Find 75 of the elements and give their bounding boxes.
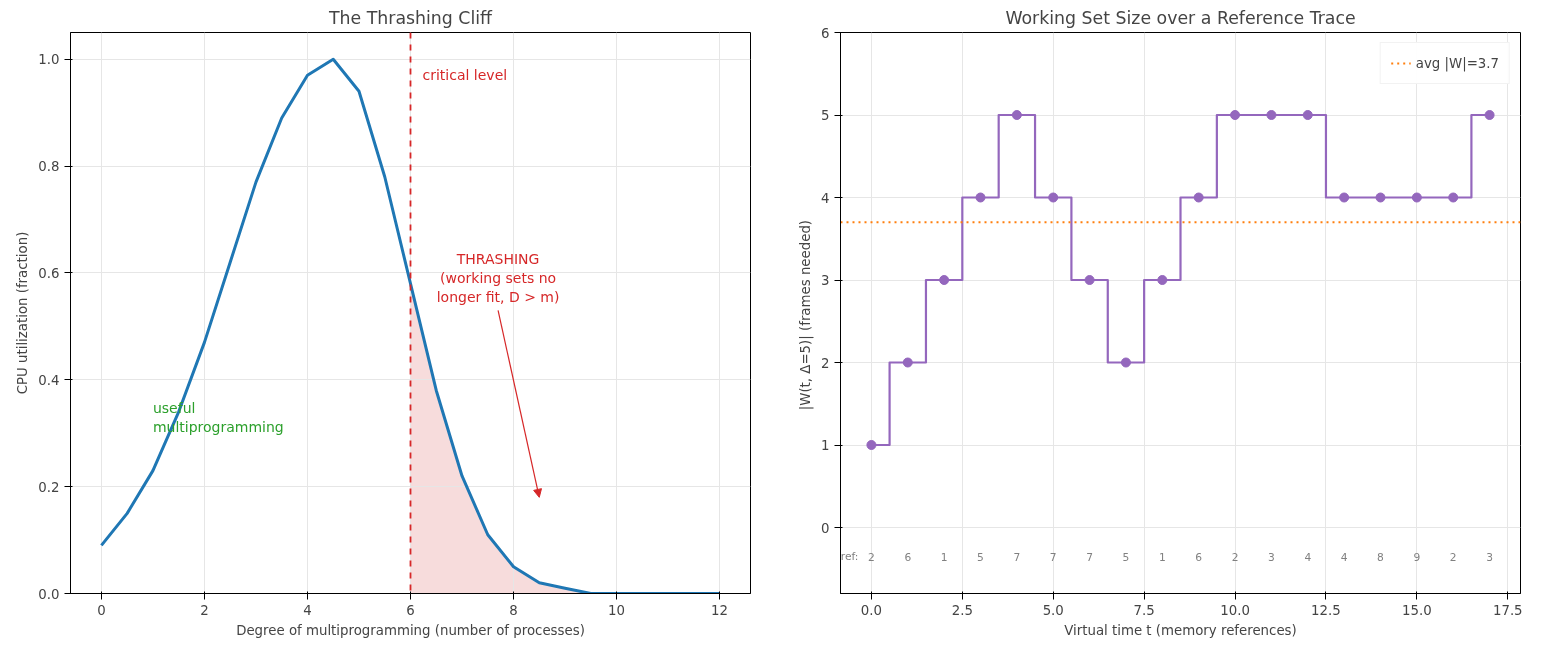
x-tick-label: 17.5 [1492,602,1523,618]
annotation: 4 [1340,550,1348,564]
x-tick-label: 0.0 [860,602,883,618]
point [1084,275,1095,285]
x-tick-label: 7.5 [1133,602,1155,618]
x-axis-title: Virtual time t (memory references) [1064,622,1297,638]
x-tick-label: 10.0 [1220,602,1250,618]
annotation: 2 [868,550,875,564]
annotation: 1 [940,550,948,564]
chart-title: The Thrashing Cliff [327,7,494,28]
legend-label: avg |W|=3.7 [1415,55,1499,71]
y-tick-label: 5 [821,108,830,123]
annotation: 4 [1304,550,1312,564]
annotation: 5 [1122,550,1130,564]
x-tick-label: 15.0 [1402,602,1432,618]
annotation: 2 [1231,550,1239,564]
x-tick-label: 8 [509,602,518,618]
annotation: 3 [1268,550,1275,564]
x-tick-label: 5.0 [1042,602,1064,618]
y-axis-title: CPU utilization (fraction) [15,231,31,395]
point [1375,192,1386,203]
ref-line-label: critical level [422,66,508,83]
x-tick-label: 10 [608,602,626,618]
point [1157,275,1168,285]
x-tick-label: 6 [406,602,415,618]
x-tick-label: 12 [711,602,729,618]
x-tick-label: 0 [97,602,106,618]
point [866,440,877,450]
point [902,357,913,368]
point [1230,110,1241,120]
y-tick-label: 2 [821,355,830,371]
y-axis-title: |W(t, Δ=5)| (frames needed) [798,219,815,411]
annotation: 6 [904,550,912,564]
chart-title: Working Set Size over a Reference Trace [1005,7,1356,28]
y-tick-label: 0.8 [38,159,60,175]
y-tick-label: 0 [821,520,830,536]
point [975,192,986,203]
point [1302,110,1313,120]
y-tick-label: 0.4 [38,372,60,388]
annotation: 2 [1449,550,1457,564]
y-tick-label: 0.2 [38,479,60,495]
annotation: ref: [840,550,859,564]
point [1011,110,1022,120]
annotation: THRASHING (working sets no longer fit, D > m) [436,250,560,305]
point [1266,110,1277,120]
point [1484,110,1495,120]
x-tick-label: 2.5 [951,602,973,618]
annotation: 9 [1413,550,1421,564]
y-tick-label: 4 [821,190,830,206]
point [1048,192,1059,203]
x-tick-label: 4 [303,602,312,618]
y-tick-label: 3 [821,273,830,288]
line-series [99,57,722,594]
x-tick-label: 2 [200,602,209,618]
annotation: 7 [1013,550,1021,564]
annotation: 7 [1086,550,1093,564]
annotation: 5 [977,550,984,564]
annotation: 8 [1377,550,1385,564]
x-tick-label: 12.5 [1311,602,1341,618]
point [1193,192,1204,203]
annotation: 3 [1486,550,1493,564]
annotation: 7 [1049,550,1057,564]
y-tick-label: 6 [821,25,830,41]
point [939,275,950,285]
annotation: 6 [1195,550,1203,564]
point [1120,357,1131,368]
y-tick-label: 1 [821,438,830,453]
point [1339,192,1350,203]
x-axis-title: Degree of multiprogramming (number of processes) [236,622,585,638]
annotation: 1 [1158,550,1166,564]
point [1448,192,1459,203]
y-tick-label: 0.0 [38,586,60,602]
point [1411,192,1422,203]
y-tick-label: 1.0 [38,52,60,68]
y-tick-label: 0.6 [38,265,60,281]
